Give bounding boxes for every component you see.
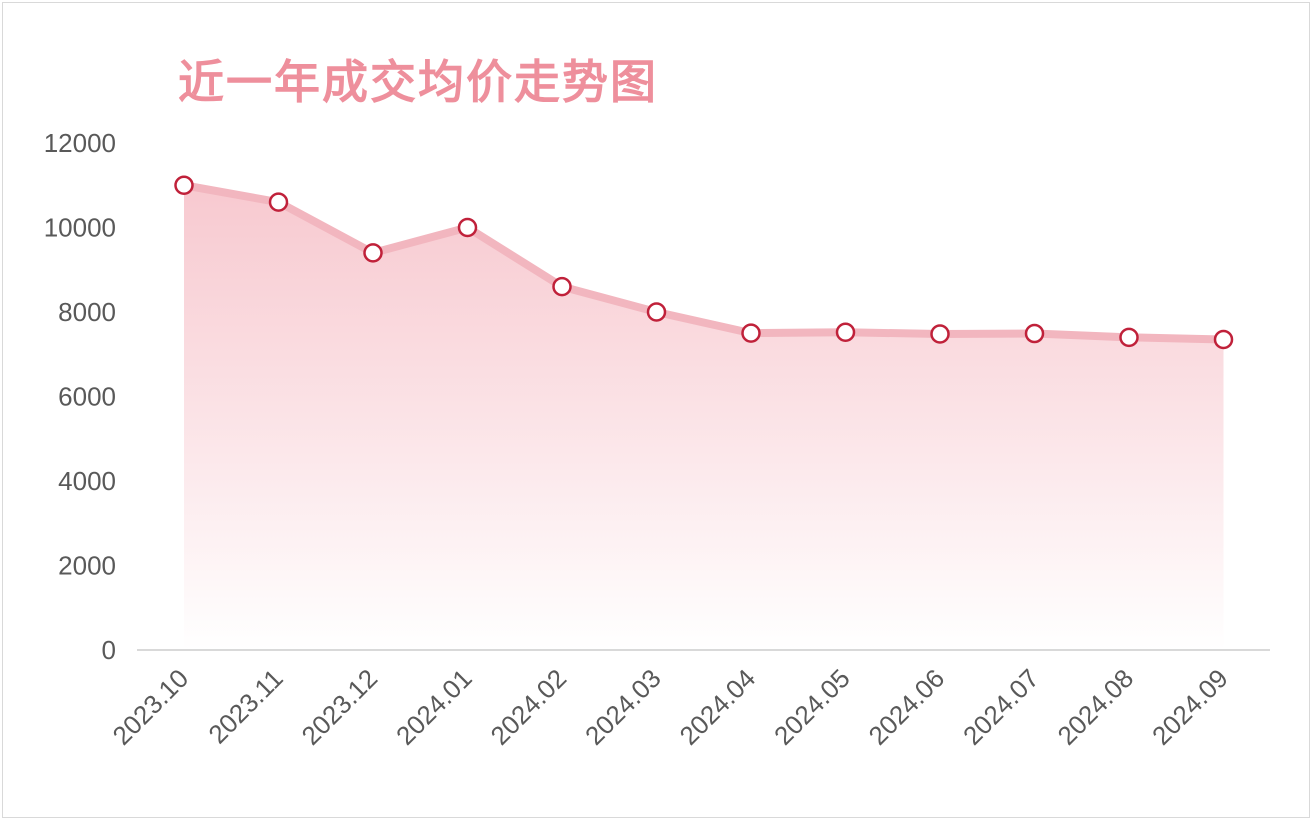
x-tick-label: 2024.01 (390, 663, 478, 751)
area-fill (184, 185, 1224, 650)
data-point-2023.10 (174, 175, 194, 195)
y-tick-label: 0 (102, 635, 116, 665)
data-point-2024.09 (1213, 329, 1234, 350)
x-tick-label: 2024.02 (485, 663, 573, 751)
data-point-2024.02 (552, 276, 572, 297)
series-line (180, 181, 1228, 344)
data-point-2024.05 (835, 322, 856, 343)
data-point-2024.03 (646, 302, 667, 322)
x-tick-label: 2024.06 (863, 663, 951, 751)
data-point-2024.04 (741, 323, 761, 343)
x-tick-label: 2023.10 (107, 663, 195, 751)
y-tick-label: 12000 (44, 128, 116, 158)
x-tick-label: 2024.09 (1146, 663, 1234, 751)
data-point-2024.07 (1024, 323, 1045, 344)
x-tick-label: 2024.05 (768, 663, 856, 751)
y-tick-label: 8000 (58, 297, 116, 327)
data-point-2023.11 (268, 192, 289, 212)
x-tick-label: 2023.12 (296, 663, 384, 751)
chart-title: 近一年成交均价走势图 (178, 55, 658, 109)
y-tick-label: 6000 (58, 382, 116, 412)
y-tick-label: 2000 (58, 551, 116, 581)
data-point-2024.01 (457, 217, 478, 238)
x-tick-label: 2023.11 (202, 663, 288, 749)
y-tick-label: 10000 (44, 213, 116, 243)
data-point-2024.08 (1119, 327, 1139, 348)
data-point-2024.06 (930, 324, 950, 344)
x-tick-label: 2024.07 (957, 663, 1045, 751)
x-tick-label: 2024.04 (674, 663, 762, 751)
y-tick-label: 4000 (58, 466, 116, 496)
data-point-2023.12 (363, 243, 383, 263)
x-tick-label: 2024.03 (579, 663, 667, 751)
x-tick-label: 2024.08 (1052, 663, 1140, 751)
